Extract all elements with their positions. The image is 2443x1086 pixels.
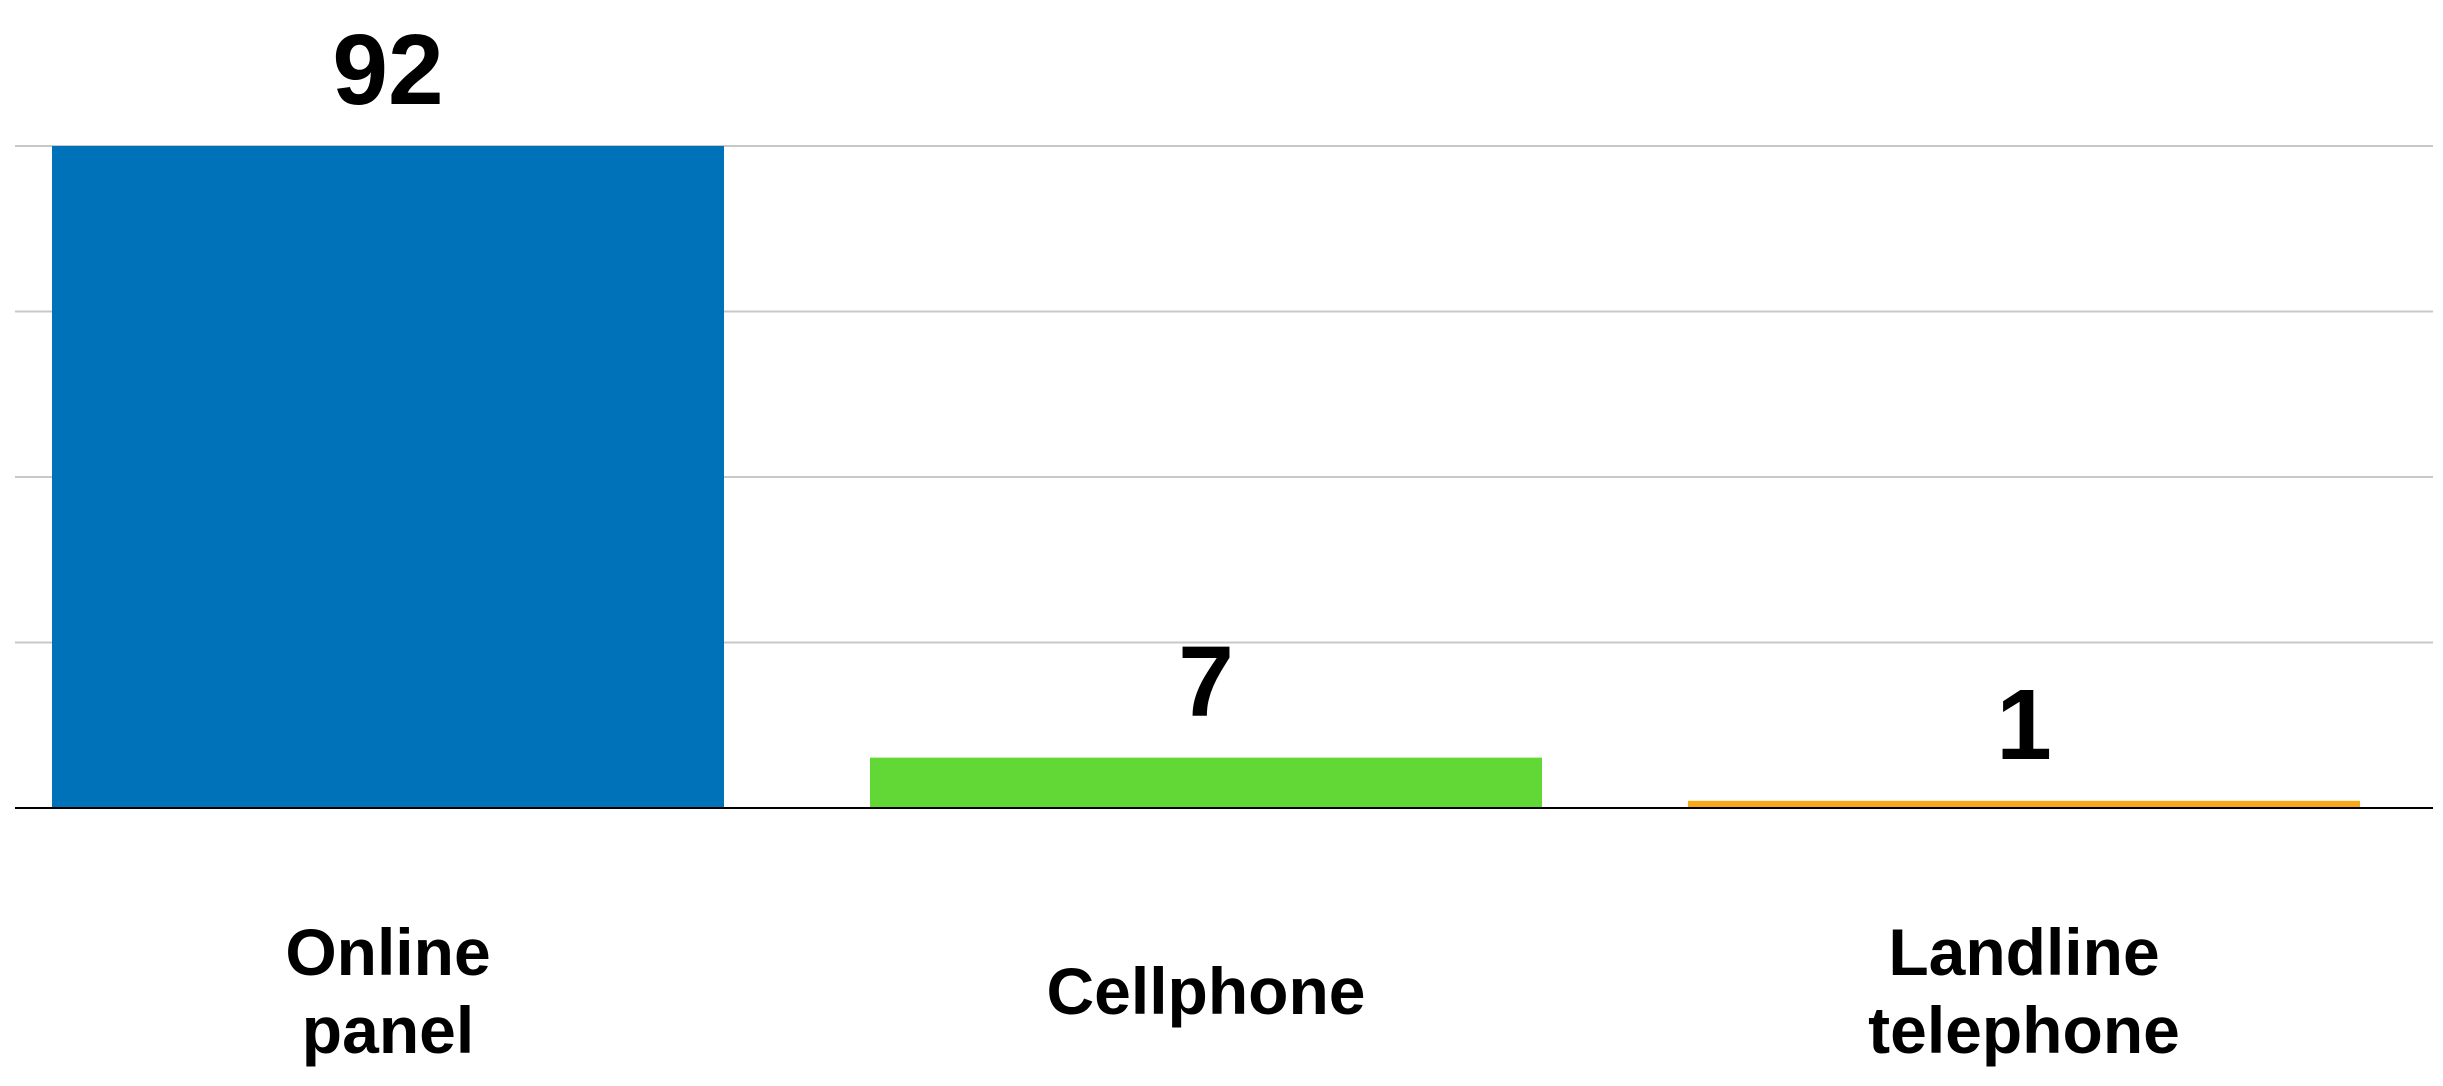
bar-2	[870, 757, 1542, 808]
bar-1	[52, 146, 724, 808]
value-label-3: 1	[1996, 669, 2052, 781]
category-label-3: Landline telephone	[1868, 915, 2180, 1067]
value-label-2: 7	[1178, 626, 1234, 738]
category-label-2: Cellphone	[1046, 954, 1365, 1028]
category-label-1: Online panel	[285, 915, 490, 1067]
value-label-1: 92	[332, 14, 443, 126]
bar-3	[1688, 800, 2360, 808]
